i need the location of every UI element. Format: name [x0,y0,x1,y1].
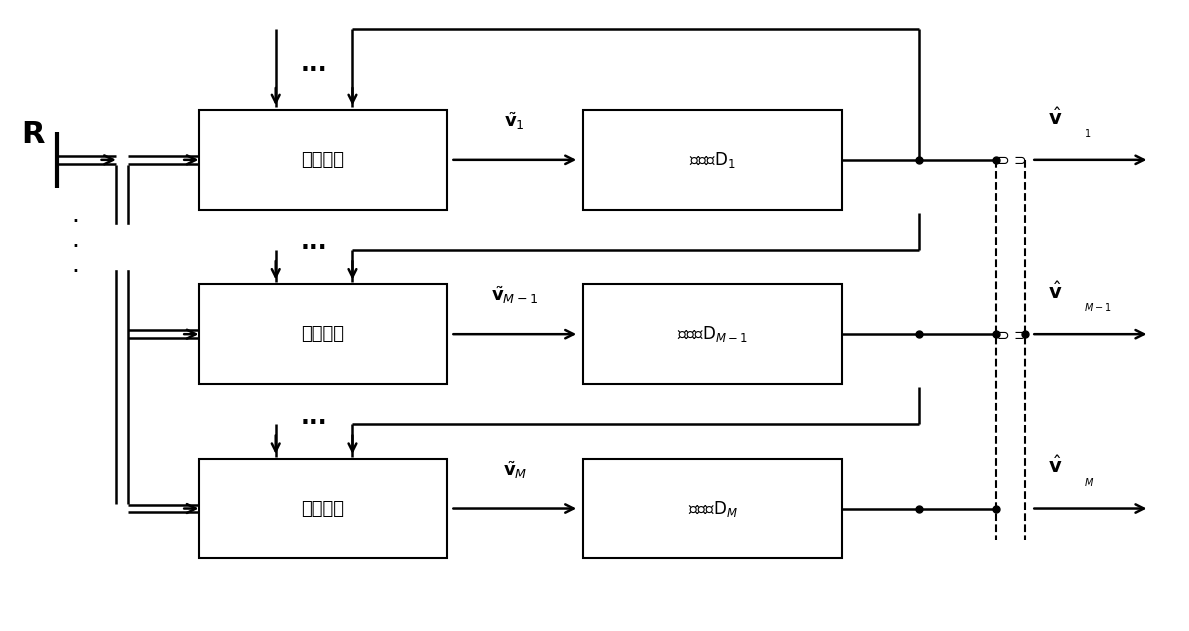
Bar [583,285,843,384]
Text: ···: ··· [301,411,327,435]
Text: $\tilde{\mathbf{v}}_M$: $\tilde{\mathbf{v}}_M$ [503,459,527,481]
Text: $\hat{\mathbf{v}}$: $\hat{\mathbf{v}}$ [1048,107,1062,129]
Text: $\mathbf{R}$: $\mathbf{R}$ [21,121,46,150]
Text: $\tilde{\mathbf{v}}_{M-1}$: $\tilde{\mathbf{v}}_{M-1}$ [491,285,539,306]
Text: ·: · [71,235,78,259]
Text: ·: · [71,260,78,284]
Text: ···: ··· [301,236,327,260]
Text: 接收估计: 接收估计 [302,500,345,517]
Text: $\hat{\mathbf{v}}$: $\hat{\mathbf{v}}$ [1048,456,1062,478]
Text: $\tilde{\mathbf{v}}_1$: $\tilde{\mathbf{v}}_1$ [504,110,526,132]
Text: 接收估计: 接收估计 [302,325,345,343]
Text: ·: · [71,210,78,234]
Text: $_M$: $_M$ [1084,475,1095,488]
Text: $_{M-1}$: $_{M-1}$ [1084,300,1112,314]
Text: $\supset\!\supset$: $\supset\!\supset$ [994,327,1027,341]
Text: $_1$: $_1$ [1084,126,1092,140]
Bar [199,285,447,384]
Text: 译码器D$_M$: 译码器D$_M$ [687,498,737,519]
Bar [199,459,447,558]
Text: ···: ··· [301,57,327,81]
Bar [199,110,447,209]
Text: $\hat{\mathbf{v}}$: $\hat{\mathbf{v}}$ [1048,281,1062,303]
Text: 译码器D$_{M-1}$: 译码器D$_{M-1}$ [677,324,748,344]
Bar [583,110,843,209]
Text: 接收估计: 接收估计 [302,151,345,169]
Text: $\supset\!\supset$: $\supset\!\supset$ [994,152,1027,167]
Bar [583,459,843,558]
Text: 译码器D$_1$: 译码器D$_1$ [690,150,736,170]
